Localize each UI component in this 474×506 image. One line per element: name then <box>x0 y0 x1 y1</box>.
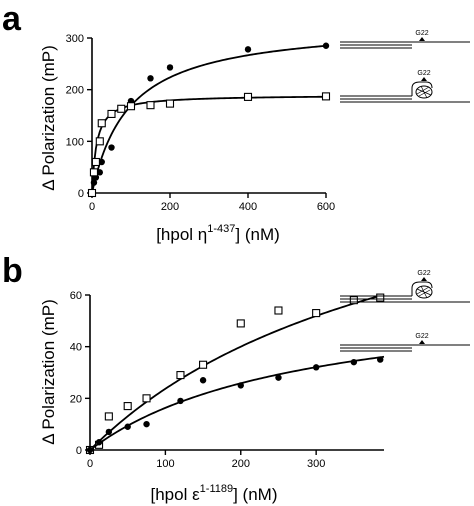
panel-a-x-title-tail: ] (nM) <box>235 225 279 244</box>
panel-a-series-1-point <box>108 144 115 151</box>
quadruplex-loop <box>411 81 433 96</box>
panel-b-y-tick-label: 0 <box>76 445 82 457</box>
panel-a-y-tick-label: 300 <box>66 33 84 45</box>
g22-label: G22 <box>415 30 428 37</box>
g22-marker-icon <box>421 277 427 281</box>
panel-b-series-2-fit-curve <box>89 355 385 451</box>
panel-a-series-2-point <box>87 188 97 198</box>
panel-a-x-tick-label: 200 <box>161 201 179 213</box>
quadruplex-loop <box>411 281 433 296</box>
panel-b-series-1-point <box>123 402 132 411</box>
panel-b-x-tick-label: 100 <box>156 458 174 470</box>
panel-a-series-2-point <box>89 168 98 177</box>
panel-b-series-1-fit-curve <box>89 293 385 451</box>
panel-b-x-axis-title: [hpol ε1-1189] (nM) <box>151 483 278 504</box>
panel-a-x-axis-title: [hpol η1-437] (nM) <box>156 223 280 244</box>
panel-a-y-axis-title: Δ Polarization (mP) <box>39 45 58 191</box>
panel-a-schematic-1-linear: G22 <box>340 30 470 49</box>
panel-b-series-2-point <box>199 377 207 384</box>
panel-a-series-2-point <box>117 104 126 113</box>
panel-b-series-1-point <box>312 309 321 318</box>
g22-marker-icon <box>421 77 427 81</box>
panel-a-series-2-point <box>243 92 253 101</box>
panel-b-series-1-point <box>236 319 245 328</box>
panel-a-series-1-fit-curve <box>91 44 327 194</box>
panel-b-x-tick-label: 300 <box>307 458 325 470</box>
panel-b-series-1-point <box>176 371 185 380</box>
panel-b-y-tick-label: 20 <box>70 393 82 405</box>
panel-a-series-2-point <box>91 157 100 167</box>
panel-a-schematic-2-g-quadruplex: G22 <box>340 70 470 103</box>
panel-b-series-1-point <box>349 296 358 305</box>
panel-a-series-2-point <box>146 101 155 110</box>
panel-a-x-tick-label: 0 <box>89 201 95 213</box>
panel-b-series-2-point <box>143 420 150 428</box>
panel-a-series-2-point <box>107 109 116 118</box>
panel-letter-a: a <box>2 0 22 38</box>
panel-a-series-2-point <box>97 119 106 128</box>
panel-b-schematic-2-linear: G22 <box>340 333 470 352</box>
panel-a-series-2-point <box>126 102 136 111</box>
panel-a-plot: 0 100 200 300 0 200 400 600 <box>66 33 336 213</box>
panel-a-y-tick-label: 100 <box>66 136 84 148</box>
panel-a-x-tick-label: 400 <box>239 201 257 213</box>
panel-b-series-2-point <box>237 382 244 389</box>
panel-b-x-title-main: [hpol ε <box>151 485 201 504</box>
panel-b-series-2-point <box>350 358 358 366</box>
panel-b-x-title-sup: 1-1189 <box>200 483 233 495</box>
dna-schematics: G22 G22 G22 G22 <box>340 30 470 352</box>
panel-b-series-2-point <box>86 446 94 454</box>
panel-a-x-tick-label: 600 <box>317 201 335 213</box>
panel-a-x-title-sup: 1-437 <box>207 223 235 235</box>
panel-b-series-2-point <box>312 364 320 371</box>
panel-b-series-2-point <box>377 356 384 363</box>
panel-b-x-title-tail: ] (nM) <box>233 485 277 504</box>
panel-b-series-2-point <box>124 423 131 430</box>
panel-a-series-1-point <box>166 64 174 71</box>
panel-a-series-1-point <box>322 42 330 49</box>
panel-a-series-2-point <box>95 137 104 146</box>
panel-a-x-title-main: [hpol η <box>156 225 207 244</box>
panel-letter-b: b <box>2 252 23 290</box>
panel-b-series-1-point <box>274 306 283 315</box>
quadruplex-hatch <box>416 285 432 299</box>
panel-b-y-axis-title: Δ Polarization (mP) <box>39 299 58 445</box>
panel-b-series-1-point <box>142 394 151 403</box>
g22-label: G22 <box>417 70 430 77</box>
quadruplex-hatch <box>416 85 432 99</box>
panel-b-y-tick-label: 40 <box>70 342 82 354</box>
g22-label: G22 <box>415 333 428 340</box>
panel-b-series-1-point <box>104 412 113 421</box>
panel-b-schematic-1-g-quadruplex: G22 <box>340 270 470 303</box>
panel-a-series-1-point <box>147 75 154 82</box>
panel-b-series-1-point <box>376 293 385 302</box>
panel-b-plot: 0 20 40 60 0 100 200 300 <box>70 290 385 470</box>
panel-b-y-tick-label: 60 <box>70 290 82 302</box>
panel-a-y-tick-label: 200 <box>66 85 84 97</box>
panel-b-series-1-point <box>199 360 208 369</box>
panel-a-series-1-point <box>96 169 104 176</box>
panel-b-x-tick-label: 200 <box>232 458 250 470</box>
panel-a-y-tick-label: 0 <box>78 188 84 200</box>
g22-marker-icon <box>419 37 425 41</box>
panel-b-series-2-point <box>177 397 184 405</box>
panel-b-series-2-point <box>275 374 282 381</box>
panel-a-series-2-point <box>165 99 175 108</box>
panel-b-series-2-point <box>95 439 103 446</box>
panel-b-series-2-point <box>105 428 113 436</box>
g22-marker-icon <box>419 340 425 344</box>
panel-a-series-1-point <box>98 158 105 166</box>
panel-b-x-tick-label: 0 <box>87 458 93 470</box>
panel-a-series-1-point <box>244 46 252 53</box>
panel-a-series-2-point <box>321 92 331 101</box>
g22-label: G22 <box>417 270 430 277</box>
